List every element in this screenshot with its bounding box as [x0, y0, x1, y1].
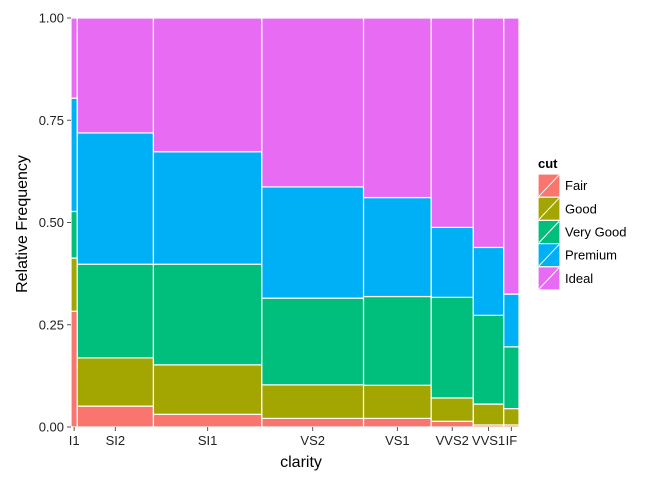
- x-tick-label: VVS2: [436, 433, 469, 448]
- x-tick-label: I1: [69, 433, 80, 448]
- x-tick-label: IF: [506, 433, 518, 448]
- mosaic-tile-vvs1-premium: [472, 246, 505, 316]
- mosaic-tile-vvs2-very-good: [430, 296, 474, 399]
- y-tick-label: 0.25: [39, 317, 64, 332]
- y-axis-title: Relative Frequency: [14, 155, 31, 293]
- mosaic-tile-si1-premium: [152, 151, 263, 265]
- y-axis: 0.00 0.25 0.50 0.75 1.00: [39, 11, 71, 435]
- legend-key-slash: [538, 197, 560, 220]
- mosaic-tile-si1-very-good: [152, 263, 263, 366]
- mosaic-tile-vs2-premium: [261, 186, 365, 299]
- mosaic-tile-if-ideal: [503, 17, 520, 295]
- legend-key-slash: [538, 221, 560, 243]
- mosaic-tile-vs1-fair: [362, 417, 432, 428]
- x-tick-label: SI1: [198, 433, 218, 448]
- mosaic-tile-si2-ideal: [76, 17, 155, 134]
- mosaic-tile-si2-good: [76, 357, 155, 407]
- mosaic-tile-vvs1-ideal: [472, 17, 505, 249]
- y-tick-label: 0.75: [39, 113, 64, 128]
- x-axis: I1 SI2 SI1 VS2 VS1 VVS2 VVS1 IF: [69, 427, 518, 448]
- mosaic-tile-i1-good: [70, 257, 78, 312]
- mosaic-tile-if-very-good: [503, 346, 520, 410]
- plot-panel: [70, 17, 520, 428]
- legend-label: Fair: [565, 178, 588, 193]
- mosaic-tile-vs1-good: [362, 384, 432, 420]
- mosaic-tile-si2-fair: [76, 405, 155, 428]
- mosaic-tile-vs1-ideal: [362, 17, 432, 199]
- y-tick-label: 0.00: [39, 420, 64, 435]
- x-axis-title: clarity: [280, 454, 322, 471]
- y-tick-label: 1.00: [39, 11, 64, 26]
- mosaic-tile-vvs2-good: [430, 397, 474, 422]
- mosaic-tile-if-premium: [503, 293, 520, 348]
- mosaic-tile-vs2-ideal: [261, 17, 365, 188]
- mosaic-tile-vvs2-fair: [430, 420, 474, 428]
- legend-label: Good: [565, 201, 597, 216]
- y-tick-label: 0.50: [39, 215, 64, 230]
- legend: cut Fair Good Very Good Premium Ideal: [537, 156, 626, 291]
- mosaic-tile-vs2-good: [261, 384, 365, 420]
- legend-key-slash: [538, 267, 560, 290]
- mosaic-tile-si2-premium: [76, 132, 155, 265]
- legend-title: cut: [538, 156, 558, 171]
- x-tick-label: VVS1: [472, 433, 505, 448]
- mosaic-tile-vs2-very-good: [261, 297, 365, 386]
- mosaic-tile-vvs2-premium: [430, 226, 474, 298]
- mosaic-tile-vvs2-ideal: [430, 17, 474, 229]
- mosaic-tile-vvs1-good: [472, 403, 505, 426]
- mosaic-tile-si2-very-good: [76, 263, 155, 359]
- x-tick-label: SI2: [106, 433, 126, 448]
- mosaic-tile-vs2-fair: [261, 417, 365, 428]
- mosaic-tile-i1-fair: [70, 310, 78, 428]
- mosaic-tile-i1-very-good: [70, 210, 78, 259]
- legend-key-slash: [538, 174, 560, 197]
- legend-label: Very Good: [565, 225, 626, 240]
- legend-label: Ideal: [565, 271, 593, 286]
- legend-key-slash: [538, 244, 560, 267]
- x-tick-label: VS2: [300, 433, 325, 448]
- legend-label: Premium: [565, 248, 617, 263]
- mosaic-tile-si1-good: [152, 364, 263, 415]
- mosaic-tile-si1-fair: [152, 413, 263, 428]
- mosaic-tile-si1-ideal: [152, 17, 263, 153]
- mosaic-tile-vs1-very-good: [362, 295, 432, 386]
- mosaic-tile-vs1-premium: [362, 196, 432, 298]
- mosaic-tile-i1-premium: [70, 97, 78, 213]
- mosaic-tile-if-good: [503, 407, 520, 426]
- x-tick-label: VS1: [385, 433, 410, 448]
- mosaic-tile-i1-ideal: [70, 17, 78, 99]
- mosaic-tile-vvs1-very-good: [472, 314, 505, 405]
